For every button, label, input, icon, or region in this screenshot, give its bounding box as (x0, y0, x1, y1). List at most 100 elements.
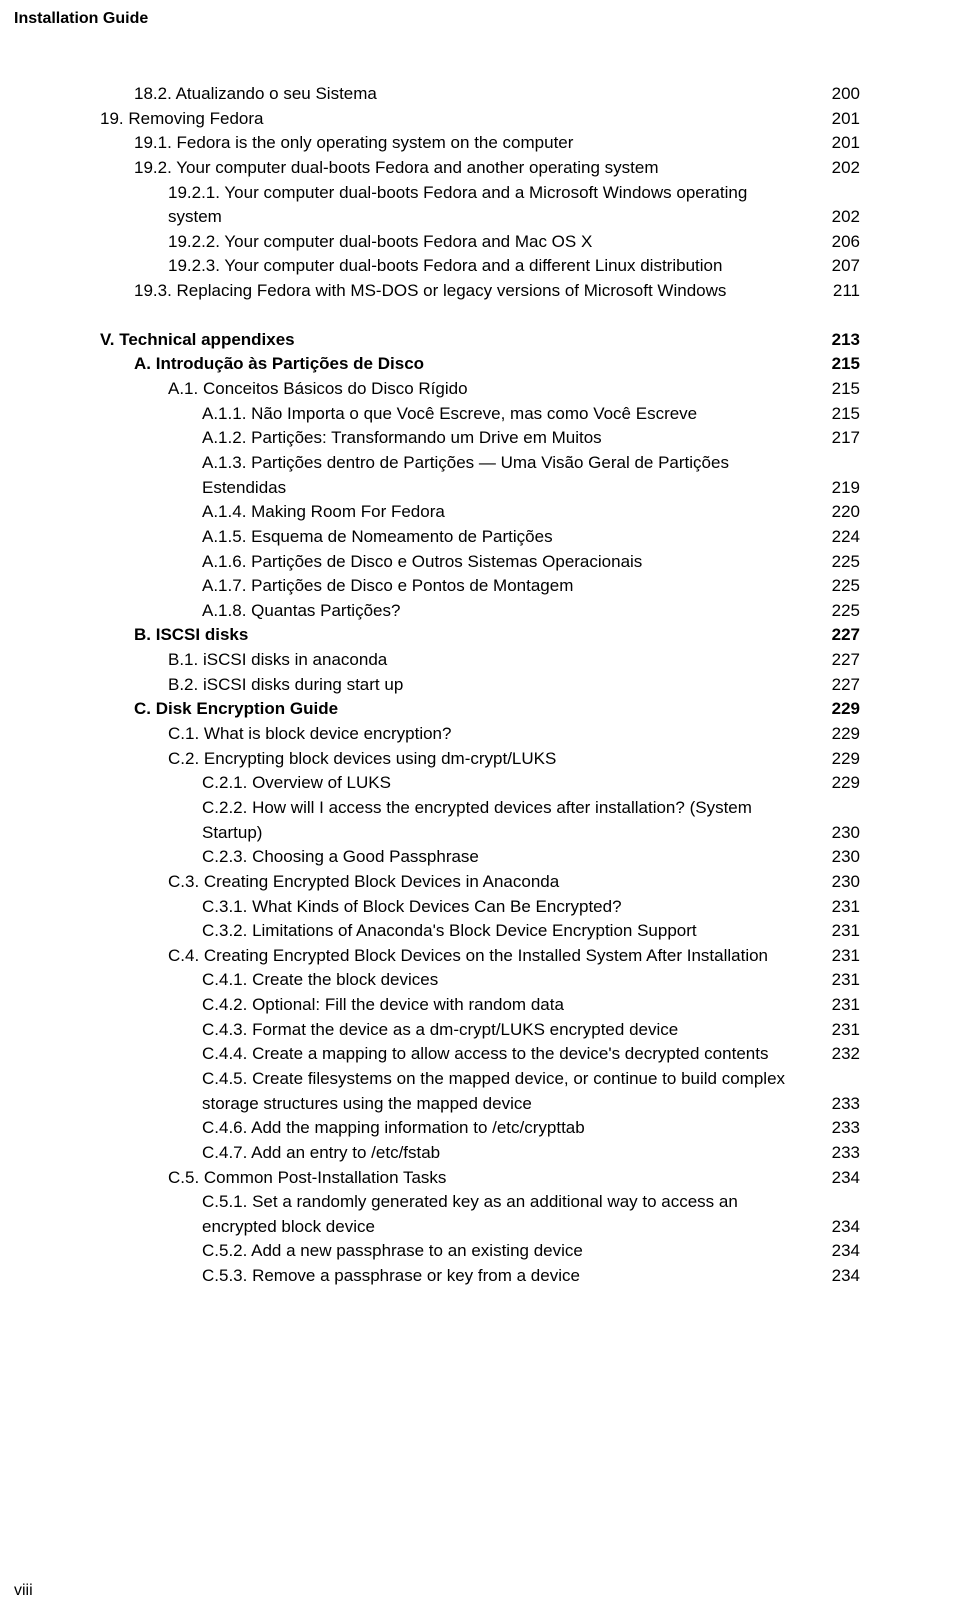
toc-entry-label: C.3. Creating Encrypted Block Devices in… (168, 870, 559, 895)
toc-entry-label: C.2.2. How will I access the encrypted d… (168, 796, 752, 821)
toc-entry[interactable]: encrypted block device234 (100, 1215, 860, 1240)
toc-entry-label: C.2. Encrypting block devices using dm-c… (168, 747, 556, 772)
toc-entry[interactable]: C.4.5. Create filesystems on the mapped … (100, 1067, 860, 1092)
toc-entry[interactable]: A.1.2. Partições: Transformando um Drive… (100, 426, 860, 451)
toc-entry[interactable]: C.3. Creating Encrypted Block Devices in… (100, 870, 860, 895)
toc-entry-page: 229 (822, 747, 860, 772)
toc-entry-label: A.1.1. Não Importa o que Você Escreve, m… (168, 402, 697, 427)
toc-entry[interactable]: Estendidas219 (100, 476, 860, 501)
toc-entry[interactable]: A.1.5. Esquema de Nomeamento de Partiçõe… (100, 525, 860, 550)
toc-entry-page: 229 (822, 697, 860, 722)
toc-entry[interactable]: A.1.8. Quantas Partições?225 (100, 599, 860, 624)
toc-entry-page: 225 (822, 574, 860, 599)
toc-entry[interactable]: 19.3. Replacing Fedora with MS-DOS or le… (100, 279, 860, 304)
toc-entry-label: C.2.3. Choosing a Good Passphrase (168, 845, 479, 870)
toc-entry-page: 219 (822, 476, 860, 501)
toc-entry-label: 19.2. Your computer dual-boots Fedora an… (134, 156, 659, 181)
toc-entry-page: 231 (822, 993, 860, 1018)
toc-entry[interactable]: 19.2. Your computer dual-boots Fedora an… (100, 156, 860, 181)
toc-entry[interactable]: A.1.4. Making Room For Fedora220 (100, 500, 860, 525)
page-number: viii (14, 1582, 33, 1600)
toc-entry[interactable]: C.4.2. Optional: Fill the device with ra… (100, 993, 860, 1018)
toc-entry-page: 217 (822, 426, 860, 451)
toc-entry-label: A.1.4. Making Room For Fedora (168, 500, 445, 525)
toc-entry[interactable]: 19.2.1. Your computer dual-boots Fedora … (100, 181, 860, 206)
page-body: 18.2. Atualizando o seu Sistema20019. Re… (0, 34, 960, 1289)
toc-entry[interactable]: B. ISCSI disks 227 (100, 623, 860, 648)
toc-entry[interactable]: A.1.7. Partições de Disco e Pontos de Mo… (100, 574, 860, 599)
toc-entry-label: 19.3. Replacing Fedora with MS-DOS or le… (134, 279, 726, 304)
toc-entry[interactable]: C.4.4. Create a mapping to allow access … (100, 1042, 860, 1067)
toc-entry[interactable]: C.5. Common Post-Installation Tasks234 (100, 1166, 860, 1191)
toc-entry[interactable]: A.1.6. Partições de Disco e Outros Siste… (100, 550, 860, 575)
toc-entry-label: A.1.6. Partições de Disco e Outros Siste… (168, 550, 642, 575)
toc-entry[interactable]: 19.2.3. Your computer dual-boots Fedora … (100, 254, 860, 279)
toc-entry[interactable]: C. Disk Encryption Guide229 (100, 697, 860, 722)
toc-entry-page: 227 (822, 623, 860, 648)
toc-entry-label: B.2. iSCSI disks during start up (168, 673, 403, 698)
toc-entry-label: encrypted block device (168, 1215, 375, 1240)
toc-entry[interactable]: 19.2.2. Your computer dual-boots Fedora … (100, 230, 860, 255)
toc-entry[interactable]: C.4.3. Format the device as a dm-crypt/L… (100, 1018, 860, 1043)
toc-entry-page: 234 (822, 1166, 860, 1191)
toc-entry[interactable]: C.2.1. Overview of LUKS229 (100, 771, 860, 796)
toc-entry[interactable]: C.5.2. Add a new passphrase to an existi… (100, 1239, 860, 1264)
toc-entry-label: B.1. iSCSI disks in anaconda (168, 648, 387, 673)
toc-entry-page: 230 (822, 821, 860, 846)
toc-entry-page: 200 (822, 82, 860, 107)
toc-entry[interactable]: C.1. What is block device encryption?229 (100, 722, 860, 747)
toc-entry-page: 231 (822, 968, 860, 993)
toc-container: 18.2. Atualizando o seu Sistema20019. Re… (100, 34, 860, 1289)
toc-entry-page: 215 (822, 402, 860, 427)
toc-entry[interactable]: C.4. Creating Encrypted Block Devices on… (100, 944, 860, 969)
toc-entry[interactable]: C.3.2. Limitations of Anaconda's Block D… (100, 919, 860, 944)
toc-entry-page: 225 (822, 550, 860, 575)
toc-entry[interactable]: Startup)230 (100, 821, 860, 846)
toc-entry-label: 19.2.3. Your computer dual-boots Fedora … (168, 254, 722, 279)
toc-entry-page: 211 (822, 279, 860, 304)
toc-entry[interactable]: C.5.1. Set a randomly generated key as a… (100, 1190, 860, 1215)
toc-entry-page: 229 (822, 771, 860, 796)
toc-entry-label: C.5.2. Add a new passphrase to an existi… (168, 1239, 583, 1264)
toc-entry[interactable]: A. Introdução às Partições de Disco215 (100, 352, 860, 377)
toc-entry[interactable]: C.2.2. How will I access the encrypted d… (100, 796, 860, 821)
toc-entry[interactable]: A.1. Conceitos Básicos do Disco Rígido21… (100, 377, 860, 402)
toc-entry[interactable]: 19. Removing Fedora201 (100, 107, 860, 132)
toc-entry[interactable]: B.2. iSCSI disks during start up 227 (100, 673, 860, 698)
toc-entry-page: 230 (822, 845, 860, 870)
toc-entry-page: 207 (822, 254, 860, 279)
toc-entry-page: 213 (822, 328, 860, 353)
toc-entry[interactable]: A.1.1. Não Importa o que Você Escreve, m… (100, 402, 860, 427)
toc-entry-label: V. Technical appendixes (100, 328, 295, 353)
toc-entry-label: B. ISCSI disks (134, 623, 248, 648)
toc-entry[interactable]: C.2. Encrypting block devices using dm-c… (100, 747, 860, 772)
toc-entry-page: 215 (822, 377, 860, 402)
toc-entry[interactable]: B.1. iSCSI disks in anaconda227 (100, 648, 860, 673)
toc-entry-label: 19. Removing Fedora (100, 107, 263, 132)
toc-entry[interactable]: storage structures using the mapped devi… (100, 1092, 860, 1117)
toc-entry[interactable]: C.4.6. Add the mapping information to /e… (100, 1116, 860, 1141)
toc-entry[interactable]: C.2.3. Choosing a Good Passphrase 230 (100, 845, 860, 870)
toc-entry-page: 202 (822, 205, 860, 230)
toc-entry[interactable]: C.4.7. Add an entry to /etc/fstab233 (100, 1141, 860, 1166)
toc-entry[interactable]: V. Technical appendixes 213 (100, 328, 860, 353)
toc-entry[interactable]: A.1.3. Partições dentro de Partições — U… (100, 451, 860, 476)
toc-entry[interactable]: system202 (100, 205, 860, 230)
toc-entry[interactable]: C.4.1. Create the block devices231 (100, 968, 860, 993)
toc-entry-page: 233 (822, 1092, 860, 1117)
toc-entry-label: A. Introdução às Partições de Disco (134, 352, 424, 377)
toc-entry-page: 231 (822, 1018, 860, 1043)
toc-entry-page: 233 (822, 1116, 860, 1141)
toc-entry-page: 227 (822, 673, 860, 698)
toc-entry[interactable]: C.5.3. Remove a passphrase or key from a… (100, 1264, 860, 1289)
toc-entry-label: A.1.5. Esquema de Nomeamento de Partiçõe… (168, 525, 553, 550)
toc-entry-label: C.4.5. Create filesystems on the mapped … (168, 1067, 785, 1092)
toc-entry-label: C.4. Creating Encrypted Block Devices on… (168, 944, 768, 969)
toc-entry[interactable]: C.3.1. What Kinds of Block Devices Can B… (100, 895, 860, 920)
section-gap (100, 304, 860, 328)
toc-entry-label: C.3.1. What Kinds of Block Devices Can B… (168, 895, 622, 920)
toc-entry[interactable]: 19.1. Fedora is the only operating syste… (100, 131, 860, 156)
toc-entry-label: 19.2.1. Your computer dual-boots Fedora … (168, 181, 747, 206)
toc-entry[interactable]: 18.2. Atualizando o seu Sistema 200 (100, 82, 860, 107)
toc-entry-label: 18.2. Atualizando o seu Sistema (134, 82, 377, 107)
